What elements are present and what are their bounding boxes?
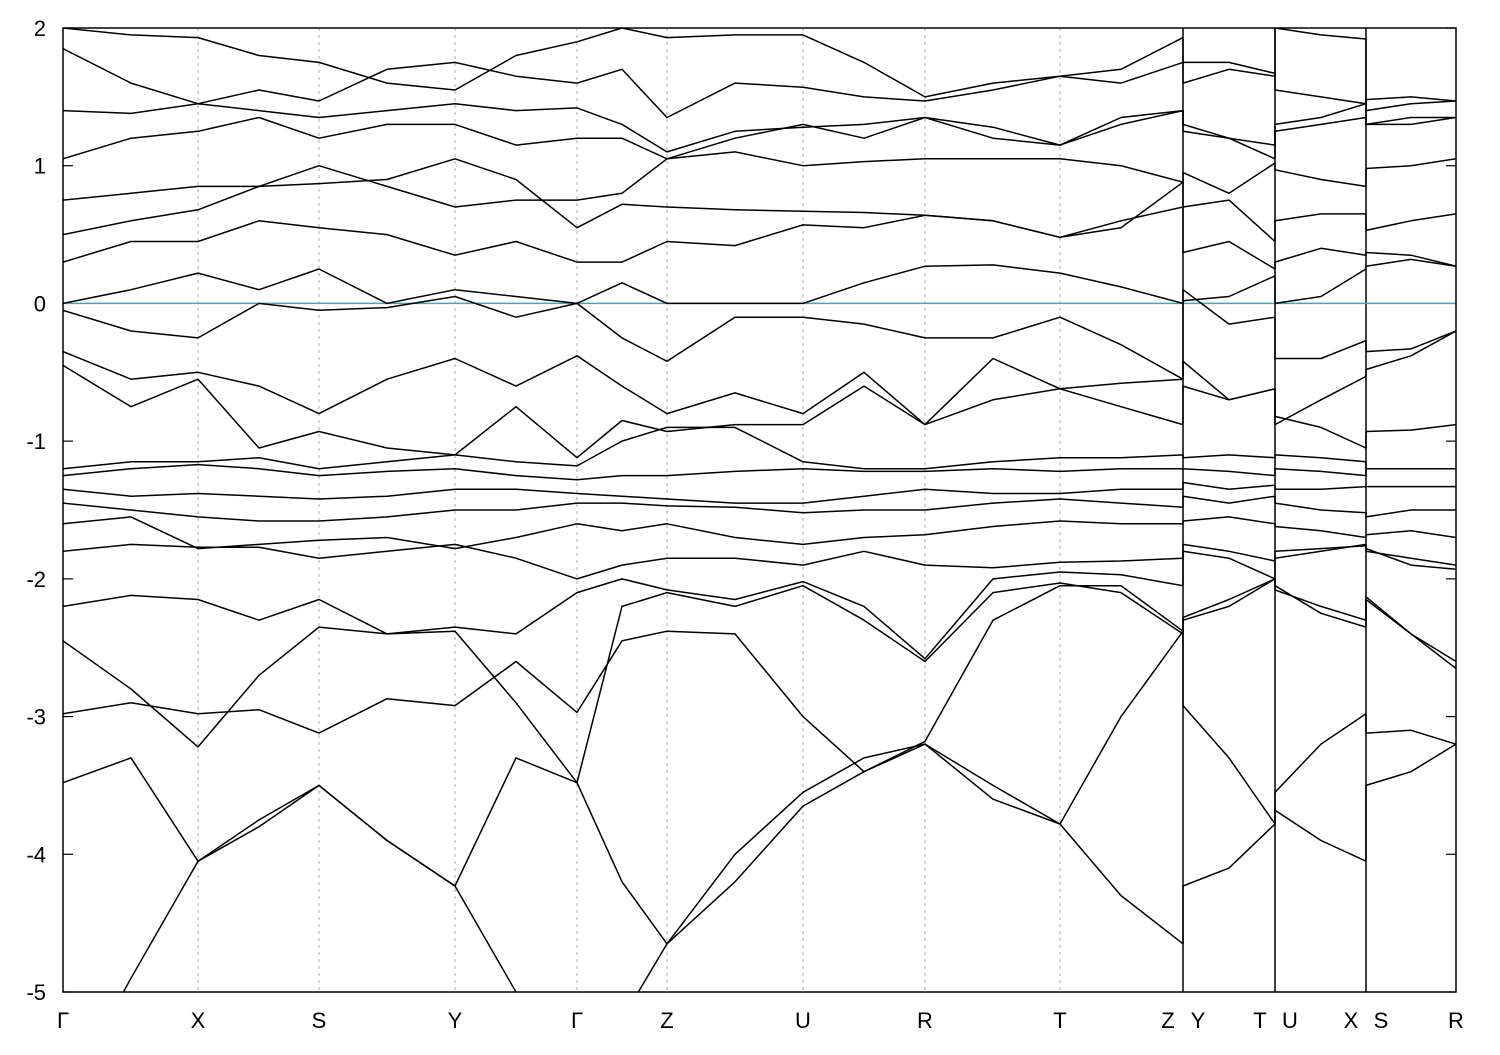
band [63,463,1456,481]
x-tick-label: Y [448,1008,463,1033]
band [63,578,1456,773]
x-tick-label: T [1053,1008,1066,1033]
band [63,364,1456,459]
y-tick-label: -3 [26,705,46,730]
x-tick-label: Z [660,1008,673,1033]
x-tick-label: Y [1191,1008,1206,1033]
y-tick-label: -4 [26,842,46,867]
band [63,495,1456,522]
x-tick-label: U [795,1008,811,1033]
x-tick-label: Γ [57,1008,69,1033]
band [122,743,1456,992]
band [63,543,1456,580]
plot-frame [62,27,1457,993]
x-tick-label: Z [1161,1008,1174,1033]
x-tick-label: U [1282,1008,1298,1033]
band [63,48,1456,119]
band [63,630,1456,945]
y-tick-label: -5 [26,980,46,1005]
band [63,426,1456,470]
band [63,330,1456,426]
x-tick-label: X [1344,1008,1359,1033]
x-tick-label: R [1448,1008,1464,1033]
labels: 210-1-2-3-4-5Γ X S Y Γ Z U R T Z Y T U X S R [26,16,1464,1033]
band [63,151,1456,208]
band [63,578,1456,784]
y-tick-label: 0 [34,291,46,316]
x-tick-label: S [1374,1008,1389,1033]
band [63,516,1456,550]
band [63,545,1456,660]
band [63,28,1456,126]
y-tick-label: -2 [26,567,46,592]
band [63,109,1456,160]
band [63,206,1456,270]
bands [63,28,1456,992]
band [63,100,1456,160]
x-tick-label: T [1253,1008,1266,1033]
grid [62,27,1457,993]
x-tick-label: S [312,1008,327,1033]
y-tick-label: 2 [34,16,46,41]
x-tick-label: X [191,1008,206,1033]
y-tick-label: 1 [34,154,46,179]
x-tick-label: Γ [571,1008,583,1033]
band [63,158,1456,243]
x-tick-label: R [917,1008,933,1033]
band [63,258,1456,305]
band [63,481,1456,504]
y-tick-label: -1 [26,429,46,454]
band [63,288,1456,380]
